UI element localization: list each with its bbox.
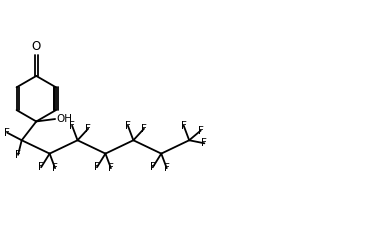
Text: F: F — [181, 121, 187, 131]
Text: F: F — [52, 163, 58, 173]
Text: F: F — [150, 162, 156, 172]
Text: F: F — [69, 121, 75, 131]
Text: F: F — [4, 128, 10, 138]
Text: F: F — [201, 138, 207, 148]
Text: F: F — [198, 125, 204, 136]
Text: F: F — [15, 150, 21, 160]
Text: F: F — [94, 162, 100, 172]
Text: F: F — [141, 124, 147, 134]
Text: F: F — [108, 163, 114, 173]
Text: F: F — [85, 124, 91, 134]
Text: F: F — [164, 163, 170, 173]
Text: OH: OH — [56, 114, 72, 124]
Text: F: F — [125, 121, 131, 131]
Text: F: F — [38, 162, 44, 172]
Text: O: O — [32, 40, 41, 53]
